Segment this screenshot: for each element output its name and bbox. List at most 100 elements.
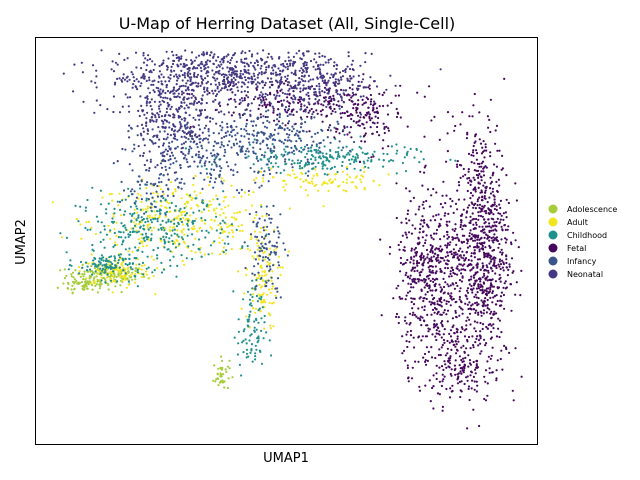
data-point <box>470 252 473 255</box>
data-point <box>449 197 452 200</box>
data-point <box>375 111 378 114</box>
data-point <box>240 58 243 61</box>
data-point <box>309 78 312 81</box>
data-point <box>152 218 155 221</box>
data-point <box>491 290 494 293</box>
data-point <box>254 152 257 155</box>
data-point <box>468 115 471 118</box>
data-point <box>169 77 172 80</box>
data-point <box>79 275 82 278</box>
data-point <box>489 288 492 291</box>
data-point <box>81 266 84 269</box>
data-point <box>470 284 473 288</box>
data-point <box>205 124 208 127</box>
data-point <box>265 281 268 284</box>
data-point <box>476 242 479 245</box>
data-point <box>329 58 332 61</box>
data-point <box>456 267 459 270</box>
data-point <box>423 281 426 284</box>
data-point <box>127 233 130 236</box>
data-point <box>447 235 450 239</box>
data-point <box>218 253 222 256</box>
data-point <box>173 92 176 95</box>
data-point <box>446 320 449 323</box>
data-point <box>286 83 289 87</box>
data-point <box>184 49 187 52</box>
data-point <box>250 55 253 58</box>
data-point <box>268 168 271 172</box>
data-point <box>279 296 282 299</box>
data-point <box>195 194 198 197</box>
data-point <box>481 225 484 228</box>
data-point <box>143 264 146 267</box>
data-point <box>310 107 313 111</box>
data-point <box>317 152 320 155</box>
data-point <box>239 101 242 104</box>
data-point <box>396 111 399 114</box>
data-point <box>176 229 179 232</box>
data-point <box>191 197 194 200</box>
data-point <box>177 92 180 95</box>
data-point <box>183 107 186 110</box>
data-point <box>450 250 453 253</box>
data-point <box>329 105 332 108</box>
data-point <box>207 130 210 133</box>
data-point <box>514 293 517 296</box>
data-point <box>243 99 246 102</box>
data-point <box>119 208 122 211</box>
data-point <box>300 146 303 149</box>
data-point <box>200 217 203 220</box>
data-point <box>140 180 143 183</box>
data-point <box>163 100 166 104</box>
data-point <box>298 137 301 140</box>
data-point <box>468 301 471 304</box>
data-point <box>323 100 326 103</box>
data-point <box>95 69 98 72</box>
data-point <box>242 73 245 76</box>
data-point <box>99 285 102 288</box>
data-point <box>454 345 457 348</box>
data-point <box>222 190 225 193</box>
data-point <box>450 275 453 278</box>
data-point <box>249 238 252 241</box>
data-point <box>470 263 473 266</box>
data-point <box>77 281 80 284</box>
data-point <box>347 151 350 154</box>
data-point <box>195 108 198 111</box>
data-point <box>459 395 462 399</box>
data-point <box>474 341 477 344</box>
data-point <box>191 81 194 84</box>
data-point <box>349 77 352 80</box>
data-point <box>479 214 483 218</box>
data-point <box>313 148 316 152</box>
data-point <box>223 87 226 90</box>
data-point <box>221 121 224 124</box>
scatter-points <box>51 49 523 430</box>
data-point <box>355 111 358 114</box>
data-point <box>326 173 329 176</box>
data-point <box>497 178 500 181</box>
data-point <box>250 304 253 307</box>
data-point <box>220 208 223 211</box>
data-point <box>456 208 459 211</box>
data-point <box>367 156 370 160</box>
data-point <box>346 110 349 113</box>
data-point <box>410 286 413 289</box>
data-point <box>100 283 103 286</box>
data-point <box>477 283 480 286</box>
data-point <box>484 146 487 149</box>
data-point <box>479 283 482 286</box>
data-point <box>256 300 259 303</box>
data-point <box>365 121 368 124</box>
data-point <box>451 384 454 387</box>
data-point <box>267 109 270 112</box>
data-point <box>272 264 275 267</box>
data-point <box>202 78 205 82</box>
data-point <box>138 267 141 270</box>
data-point <box>421 335 424 338</box>
data-point <box>197 150 200 153</box>
data-point <box>499 304 502 307</box>
data-point <box>250 348 253 351</box>
data-point <box>251 299 254 302</box>
data-point <box>277 261 280 264</box>
